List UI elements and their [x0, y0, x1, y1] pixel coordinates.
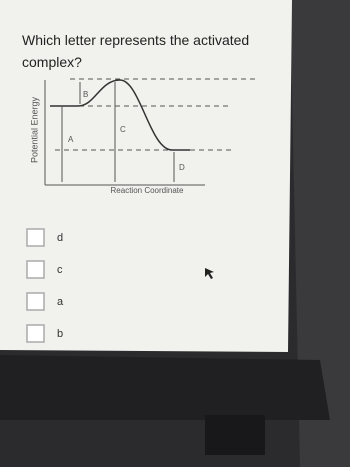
bezel-right [290, 0, 350, 467]
option-label[interactable]: b [57, 328, 63, 340]
energy-diagram [44, 78, 255, 186]
hinge [205, 415, 265, 455]
checkbox[interactable] [26, 292, 45, 311]
diagram-label: A [68, 135, 74, 144]
diagram-label: D [179, 163, 185, 172]
diagram-label: C [120, 125, 126, 134]
y-axis-label: Potential Energy [29, 96, 39, 163]
option-label[interactable]: c [57, 264, 63, 276]
keyboard-edge [0, 355, 330, 420]
cursor [205, 268, 214, 279]
checkbox[interactable] [26, 324, 45, 343]
option-label[interactable]: a [57, 296, 64, 308]
screen [0, 0, 292, 352]
energy-curve [50, 79, 190, 151]
checkbox[interactable] [26, 260, 45, 279]
question: Which letter represents the activated com… [22, 32, 249, 70]
checkbox[interactable] [26, 228, 45, 247]
x-axis-label: Reaction Coordinate [111, 186, 184, 195]
options: d c a b [26, 228, 64, 343]
option-label[interactable]: d [57, 232, 63, 244]
diagram-label: B [83, 90, 88, 99]
